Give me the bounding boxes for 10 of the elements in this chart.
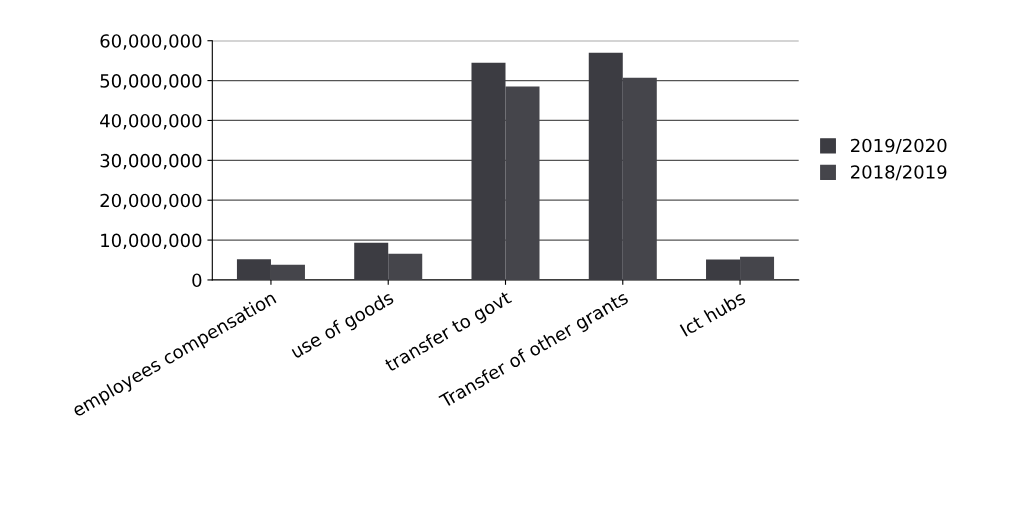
y-tick-label: 0	[192, 273, 202, 288]
y-tick-label: 40,000,000	[100, 113, 202, 130]
x-tick-label: Ict hubs	[679, 290, 747, 337]
y-tick-label: 10,000,000	[101, 233, 202, 250]
y-tick-label: 50,000,000	[100, 74, 202, 90]
y-tick-label: 60,000,000	[100, 34, 202, 50]
legend-label: 2019/2020	[851, 138, 947, 154]
legend-label: 2018/2019	[851, 165, 947, 181]
y-tick-label: 30,000,000	[100, 153, 202, 170]
y-tick-label: 20,000,000	[100, 193, 202, 210]
